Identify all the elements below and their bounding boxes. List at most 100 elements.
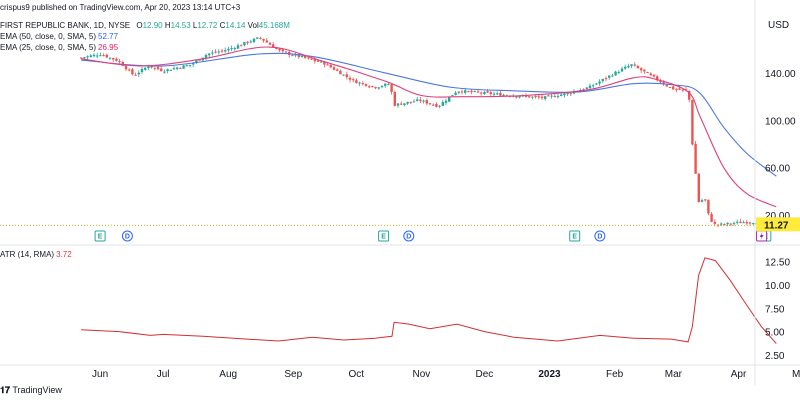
candle-body xyxy=(627,66,630,68)
candle-body xyxy=(134,74,137,76)
price-pane[interactable]: EDEDEDE xyxy=(0,36,777,242)
candle-body xyxy=(339,70,342,75)
candle-body xyxy=(371,85,374,87)
candle xyxy=(409,101,412,105)
atr-tick-label: 2.50 xyxy=(765,351,785,362)
candle-body xyxy=(185,65,188,67)
candle xyxy=(534,94,537,99)
candle-body xyxy=(92,54,96,57)
candle-body xyxy=(531,96,534,98)
candle-body xyxy=(726,222,729,225)
dividend-marker[interactable]: D xyxy=(403,230,415,242)
candle xyxy=(496,91,499,96)
candle xyxy=(492,91,496,97)
atr-legend[interactable]: ATR (14, RMA) 3.72 xyxy=(0,250,72,260)
atr-tick-label: 5.00 xyxy=(765,328,785,339)
ema25-value: 26.95 xyxy=(98,43,119,52)
candle-body xyxy=(588,85,592,89)
candle xyxy=(540,94,544,101)
earnings-marker-label: E xyxy=(572,234,577,241)
time-tick-label: Dec xyxy=(476,369,494,380)
candle xyxy=(425,98,428,106)
candle xyxy=(108,57,112,60)
candle-body xyxy=(262,38,265,41)
candle xyxy=(380,84,384,89)
candle-body xyxy=(240,45,243,47)
candle-body xyxy=(681,89,684,91)
earnings-marker[interactable]: E xyxy=(569,230,581,242)
candle-body xyxy=(432,104,435,106)
candle xyxy=(729,222,732,227)
tradingview-logo-icon: 𝟏𝟕 xyxy=(0,385,11,395)
candle-body xyxy=(569,93,572,95)
axes: 20.00 60.00 100.00 140.00 USD 2.50 5.00 7.50 10.… xyxy=(0,0,800,385)
candle xyxy=(115,57,118,62)
candle-body xyxy=(224,50,227,52)
candle-body xyxy=(419,99,422,102)
candle-body xyxy=(649,73,652,76)
candle-body xyxy=(307,57,310,59)
earnings-marker[interactable]: E xyxy=(94,230,106,242)
candle-body xyxy=(147,66,150,69)
candle xyxy=(204,53,208,61)
candle-body xyxy=(448,96,451,102)
candle-body xyxy=(736,221,739,223)
candle-body xyxy=(172,68,176,70)
low-label: L xyxy=(192,21,198,30)
candle-body xyxy=(476,91,480,93)
time-tick-label: 2023 xyxy=(538,369,561,380)
atr-tick-label: 12.50 xyxy=(765,258,790,269)
candle-body xyxy=(380,86,384,88)
candle xyxy=(99,52,102,57)
candle-body xyxy=(518,96,521,98)
candle xyxy=(182,65,185,69)
ema25-legend[interactable]: EMA (25, close, 0, SMA, 5) 26.95 xyxy=(0,43,118,53)
candle-body xyxy=(614,71,617,76)
split-marker[interactable] xyxy=(756,230,768,242)
candle-body xyxy=(416,99,419,101)
earnings-marker[interactable]: E xyxy=(378,230,390,242)
candle-body xyxy=(140,68,144,73)
candle-body xyxy=(563,93,566,96)
symbol-title[interactable]: FIRST REPUBLIC BANK, 1D, NYSE xyxy=(0,21,131,30)
ema50-legend[interactable]: EMA (50, close, 0, SMA, 5) 52.77 xyxy=(0,32,118,42)
candle-body xyxy=(748,222,752,224)
candle-body xyxy=(252,38,256,42)
candle-body xyxy=(249,41,252,43)
candle-body xyxy=(729,223,732,225)
candle xyxy=(620,66,624,72)
price-tick-label: 20.00 xyxy=(765,211,790,222)
candle xyxy=(592,83,595,89)
candle xyxy=(179,67,182,69)
candle xyxy=(166,68,169,74)
candle-body xyxy=(742,222,745,224)
candle-body xyxy=(713,221,716,224)
candle-body xyxy=(131,69,134,75)
candle-body xyxy=(720,223,723,225)
candle-body xyxy=(195,60,198,63)
candle-body xyxy=(672,86,675,90)
candle xyxy=(681,89,684,93)
candle xyxy=(528,95,531,98)
dividend-marker[interactable]: D xyxy=(594,230,606,242)
candle-body xyxy=(233,48,236,50)
tradingview-brand[interactable]: 𝟏𝟕 TradingView xyxy=(0,385,62,396)
candle-body xyxy=(89,55,92,57)
dividend-marker[interactable]: D xyxy=(121,230,133,242)
candle xyxy=(451,95,454,97)
candle-body xyxy=(188,64,192,66)
candle-body xyxy=(604,78,608,80)
candle xyxy=(412,99,416,103)
candle-body xyxy=(176,67,179,70)
candle-body xyxy=(268,42,272,45)
candle-body xyxy=(457,91,460,93)
atr-pane[interactable] xyxy=(81,257,777,344)
candle xyxy=(137,70,140,78)
candle xyxy=(246,41,249,46)
candle-body xyxy=(387,84,390,86)
candle-body xyxy=(150,65,153,68)
earnings-marker-shape xyxy=(378,230,390,242)
candle-body xyxy=(217,51,220,53)
candle xyxy=(236,43,240,50)
